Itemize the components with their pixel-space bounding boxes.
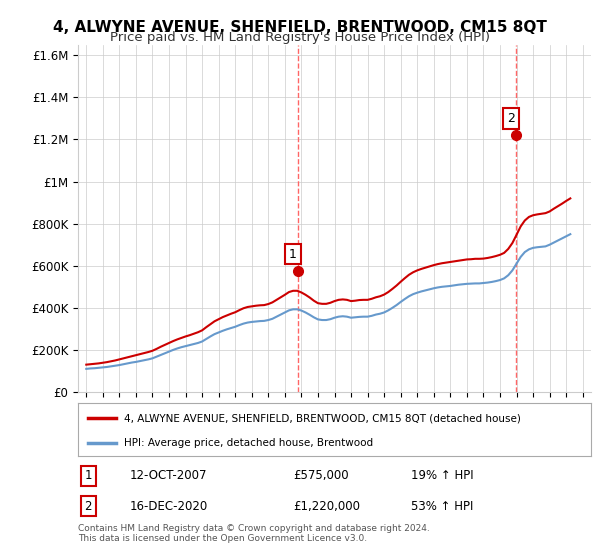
Text: 53% ↑ HPI: 53% ↑ HPI <box>412 500 474 513</box>
Text: 4, ALWYNE AVENUE, SHENFIELD, BRENTWOOD, CM15 8QT (detached house): 4, ALWYNE AVENUE, SHENFIELD, BRENTWOOD, … <box>124 413 521 423</box>
Text: HPI: Average price, detached house, Brentwood: HPI: Average price, detached house, Bren… <box>124 438 373 448</box>
Text: £575,000: £575,000 <box>293 469 349 482</box>
Text: 1: 1 <box>85 469 92 482</box>
Text: £1,220,000: £1,220,000 <box>293 500 361 513</box>
Text: 1: 1 <box>289 248 297 260</box>
Text: 2: 2 <box>507 112 515 125</box>
Text: Contains HM Land Registry data © Crown copyright and database right 2024.
This d: Contains HM Land Registry data © Crown c… <box>78 524 430 543</box>
Text: 4, ALWYNE AVENUE, SHENFIELD, BRENTWOOD, CM15 8QT: 4, ALWYNE AVENUE, SHENFIELD, BRENTWOOD, … <box>53 20 547 35</box>
Text: 2: 2 <box>85 500 92 513</box>
Text: 12-OCT-2007: 12-OCT-2007 <box>130 469 207 482</box>
Text: Price paid vs. HM Land Registry's House Price Index (HPI): Price paid vs. HM Land Registry's House … <box>110 31 490 44</box>
Text: 19% ↑ HPI: 19% ↑ HPI <box>412 469 474 482</box>
Text: 16-DEC-2020: 16-DEC-2020 <box>130 500 208 513</box>
